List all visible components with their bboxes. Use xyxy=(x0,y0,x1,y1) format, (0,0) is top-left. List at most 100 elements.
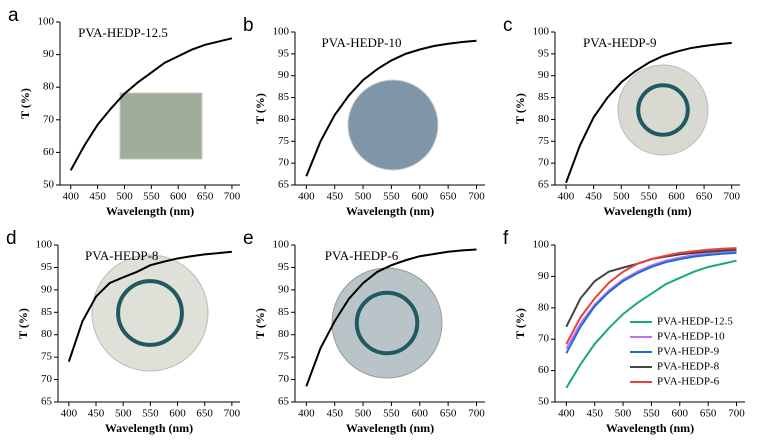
panel-title: PVA-HEDP-10 xyxy=(322,35,402,50)
x-tick-label: 450 xyxy=(88,408,105,420)
panel-title: PVA-HEDP-9 xyxy=(583,35,656,50)
panel-title: PVA-HEDP-12.5 xyxy=(78,25,168,40)
x-tick-label: 500 xyxy=(115,408,132,420)
x-tick-label: 700 xyxy=(224,191,241,203)
data-line xyxy=(565,251,737,354)
y-axis-title: T (%) xyxy=(513,308,527,339)
y-tick-label: 65 xyxy=(278,396,290,408)
y-tick-label: 70 xyxy=(278,373,290,385)
y-tick-label: 50 xyxy=(538,396,550,408)
y-tick-label: 100 xyxy=(273,26,290,38)
y-tick-label: 100 xyxy=(533,239,550,251)
y-tick-label: 65 xyxy=(538,179,550,191)
x-tick-label: 650 xyxy=(440,408,457,420)
y-tick-label: 85 xyxy=(538,91,550,103)
x-tick-label: 450 xyxy=(585,191,602,203)
y-tick-label: 70 xyxy=(278,157,290,169)
y-tick-label: 100 xyxy=(38,16,55,28)
panel-label: e xyxy=(243,228,254,249)
photo xyxy=(331,267,443,379)
panel-label: f xyxy=(503,228,509,249)
x-tick-label: 650 xyxy=(440,191,457,203)
y-tick-label: 70 xyxy=(41,373,53,385)
x-tick-label: 700 xyxy=(468,191,485,203)
data-line xyxy=(565,41,732,184)
y-tick-label: 65 xyxy=(41,396,53,408)
x-axis-title: Wavelength (nm) xyxy=(603,204,691,218)
x-tick-label: 500 xyxy=(355,408,372,420)
y-tick-label: 80 xyxy=(538,113,550,125)
data-line xyxy=(565,250,737,350)
x-tick-label: 450 xyxy=(89,191,106,203)
legend-label: PVA-HEDP-12.5 xyxy=(657,316,733,328)
data-line xyxy=(67,250,232,362)
photo xyxy=(91,254,209,372)
x-tick-label: 500 xyxy=(615,408,632,420)
x-tick-label: 400 xyxy=(298,408,315,420)
x-tick-label: 650 xyxy=(197,191,214,203)
legend-label: PVA-HEDP-8 xyxy=(657,361,720,373)
y-tick-label: 60 xyxy=(538,364,550,376)
photo-emblem xyxy=(636,83,690,137)
legend-label: PVA-HEDP-10 xyxy=(657,331,725,343)
x-tick-label: 550 xyxy=(641,191,658,203)
y-tick-label: 75 xyxy=(41,351,53,363)
x-axis-title: Wavelength (nm) xyxy=(106,204,194,218)
y-tick-label: 75 xyxy=(278,135,290,147)
panel-title: PVA-HEDP-6 xyxy=(325,248,399,263)
x-tick-label: 700 xyxy=(224,408,241,420)
panel-title: PVA-HEDP-8 xyxy=(85,248,158,263)
photo-emblem xyxy=(354,290,420,356)
x-tick-label: 600 xyxy=(170,191,187,203)
x-tick-label: 700 xyxy=(468,408,485,420)
x-tick-label: 400 xyxy=(298,191,315,203)
photo xyxy=(617,64,709,156)
y-tick-label: 90 xyxy=(43,48,55,60)
y-tick-label: 80 xyxy=(43,81,55,93)
x-tick-label: 450 xyxy=(326,408,343,420)
x-tick-label: 550 xyxy=(383,408,400,420)
x-axis-title: Wavelength (nm) xyxy=(606,421,694,435)
x-axis-title: Wavelength (nm) xyxy=(346,204,434,218)
y-tick-label: 85 xyxy=(41,306,53,318)
x-tick-label: 500 xyxy=(613,191,630,203)
y-axis-title: T (%) xyxy=(16,308,30,339)
y-tick-label: 90 xyxy=(538,270,550,282)
y-tick-label: 75 xyxy=(278,351,290,363)
y-tick-label: 60 xyxy=(43,146,55,158)
x-tick-label: 600 xyxy=(169,408,186,420)
x-tick-label: 600 xyxy=(672,408,689,420)
x-tick-label: 400 xyxy=(558,408,575,420)
y-tick-label: 65 xyxy=(278,179,290,191)
x-tick-label: 400 xyxy=(62,191,79,203)
x-axis-title: Wavelength (nm) xyxy=(346,421,434,435)
y-tick-label: 80 xyxy=(41,328,53,340)
x-tick-label: 550 xyxy=(143,191,160,203)
legend-label: PVA-HEDP-6 xyxy=(657,376,720,388)
x-tick-label: 450 xyxy=(326,191,343,203)
photo xyxy=(347,79,439,171)
y-tick-label: 85 xyxy=(278,91,290,103)
data-line xyxy=(305,248,477,387)
x-tick-label: 700 xyxy=(723,191,740,203)
panel-label: c xyxy=(503,15,513,36)
x-tick-label: 650 xyxy=(696,191,713,203)
x-tick-label: 450 xyxy=(586,408,603,420)
y-axis-title: T (%) xyxy=(18,88,32,119)
y-tick-label: 70 xyxy=(538,333,550,345)
panel-label: d xyxy=(6,228,17,249)
x-tick-label: 600 xyxy=(412,191,429,203)
y-tick-label: 75 xyxy=(538,135,550,147)
y-tick-label: 100 xyxy=(273,239,290,251)
y-tick-label: 100 xyxy=(533,26,550,38)
y-tick-label: 95 xyxy=(278,47,290,59)
y-tick-label: 100 xyxy=(36,239,53,251)
x-tick-label: 550 xyxy=(383,191,400,203)
y-tick-label: 90 xyxy=(538,69,550,81)
y-tick-label: 80 xyxy=(538,301,550,313)
x-tick-label: 400 xyxy=(61,408,78,420)
y-axis-title: T (%) xyxy=(513,93,527,124)
photo xyxy=(119,92,203,160)
y-tick-label: 90 xyxy=(278,69,290,81)
